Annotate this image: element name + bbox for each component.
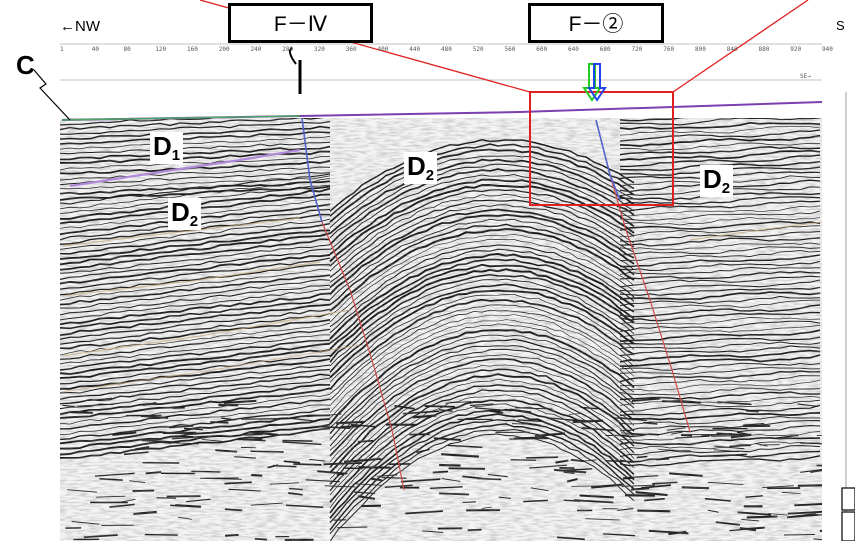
scale-tick-label: 120	[155, 46, 167, 53]
scale-tick-label: 280	[282, 46, 294, 53]
scale-tick-label: 160	[187, 46, 198, 53]
scale-tick-label: 840	[726, 46, 738, 53]
unit-d1-label: D1	[150, 132, 184, 164]
scale-tick-label: 800	[695, 46, 706, 53]
scale-tick-label: 480	[441, 46, 452, 53]
fault-f4-label: F－Ⅳ	[228, 3, 373, 43]
unit-d2-center-label: D2	[404, 152, 438, 184]
corner-c-label: C	[16, 50, 35, 80]
unit-d2-right-label: D2	[700, 165, 734, 197]
fault-f2-label: F－②	[528, 3, 664, 43]
unit-d2-left-label: D2	[168, 198, 202, 230]
scale-tick-label: 80	[123, 46, 131, 53]
scale-tick-label: 240	[250, 46, 262, 53]
scale-tick-label: 920	[790, 46, 802, 53]
reflection-profile	[60, 118, 822, 541]
location-arrow-icon	[582, 63, 607, 102]
scale-tick-label: 520	[472, 46, 484, 53]
scale-tick-label: 760	[663, 46, 675, 53]
corner-pointer	[33, 69, 71, 121]
scale-tick-label: 640	[568, 46, 579, 53]
scale-tick-label: 200	[218, 46, 230, 53]
scale-tick-label: 940	[822, 46, 833, 53]
scale-tick-label: 400	[377, 46, 389, 53]
scale-tick-label: 680	[599, 46, 611, 53]
scale-tick-label: 560	[504, 46, 516, 53]
scale-tick-label: 1	[60, 46, 64, 53]
scale-tick-label: 360	[345, 46, 357, 53]
scale-tick-label: 320	[314, 46, 325, 53]
scale-tick-label: 40	[91, 46, 99, 53]
direction-s-label: S	[836, 18, 845, 33]
scale-tick-label: 880	[758, 46, 770, 53]
direction-nw-label: ←NW	[60, 18, 100, 35]
fault-traces	[301, 117, 691, 491]
scale-tick-label: 440	[409, 46, 421, 53]
scale-tick-label: 720	[631, 46, 643, 53]
seafloor-horizon	[61, 101, 823, 121]
trace-scale-top	[60, 43, 822, 81]
horizon-lines	[61, 101, 823, 393]
scale-tick-label: 600	[536, 46, 548, 53]
se-direction-label: SE→	[800, 73, 811, 80]
d1-base-horizon	[69, 148, 301, 188]
